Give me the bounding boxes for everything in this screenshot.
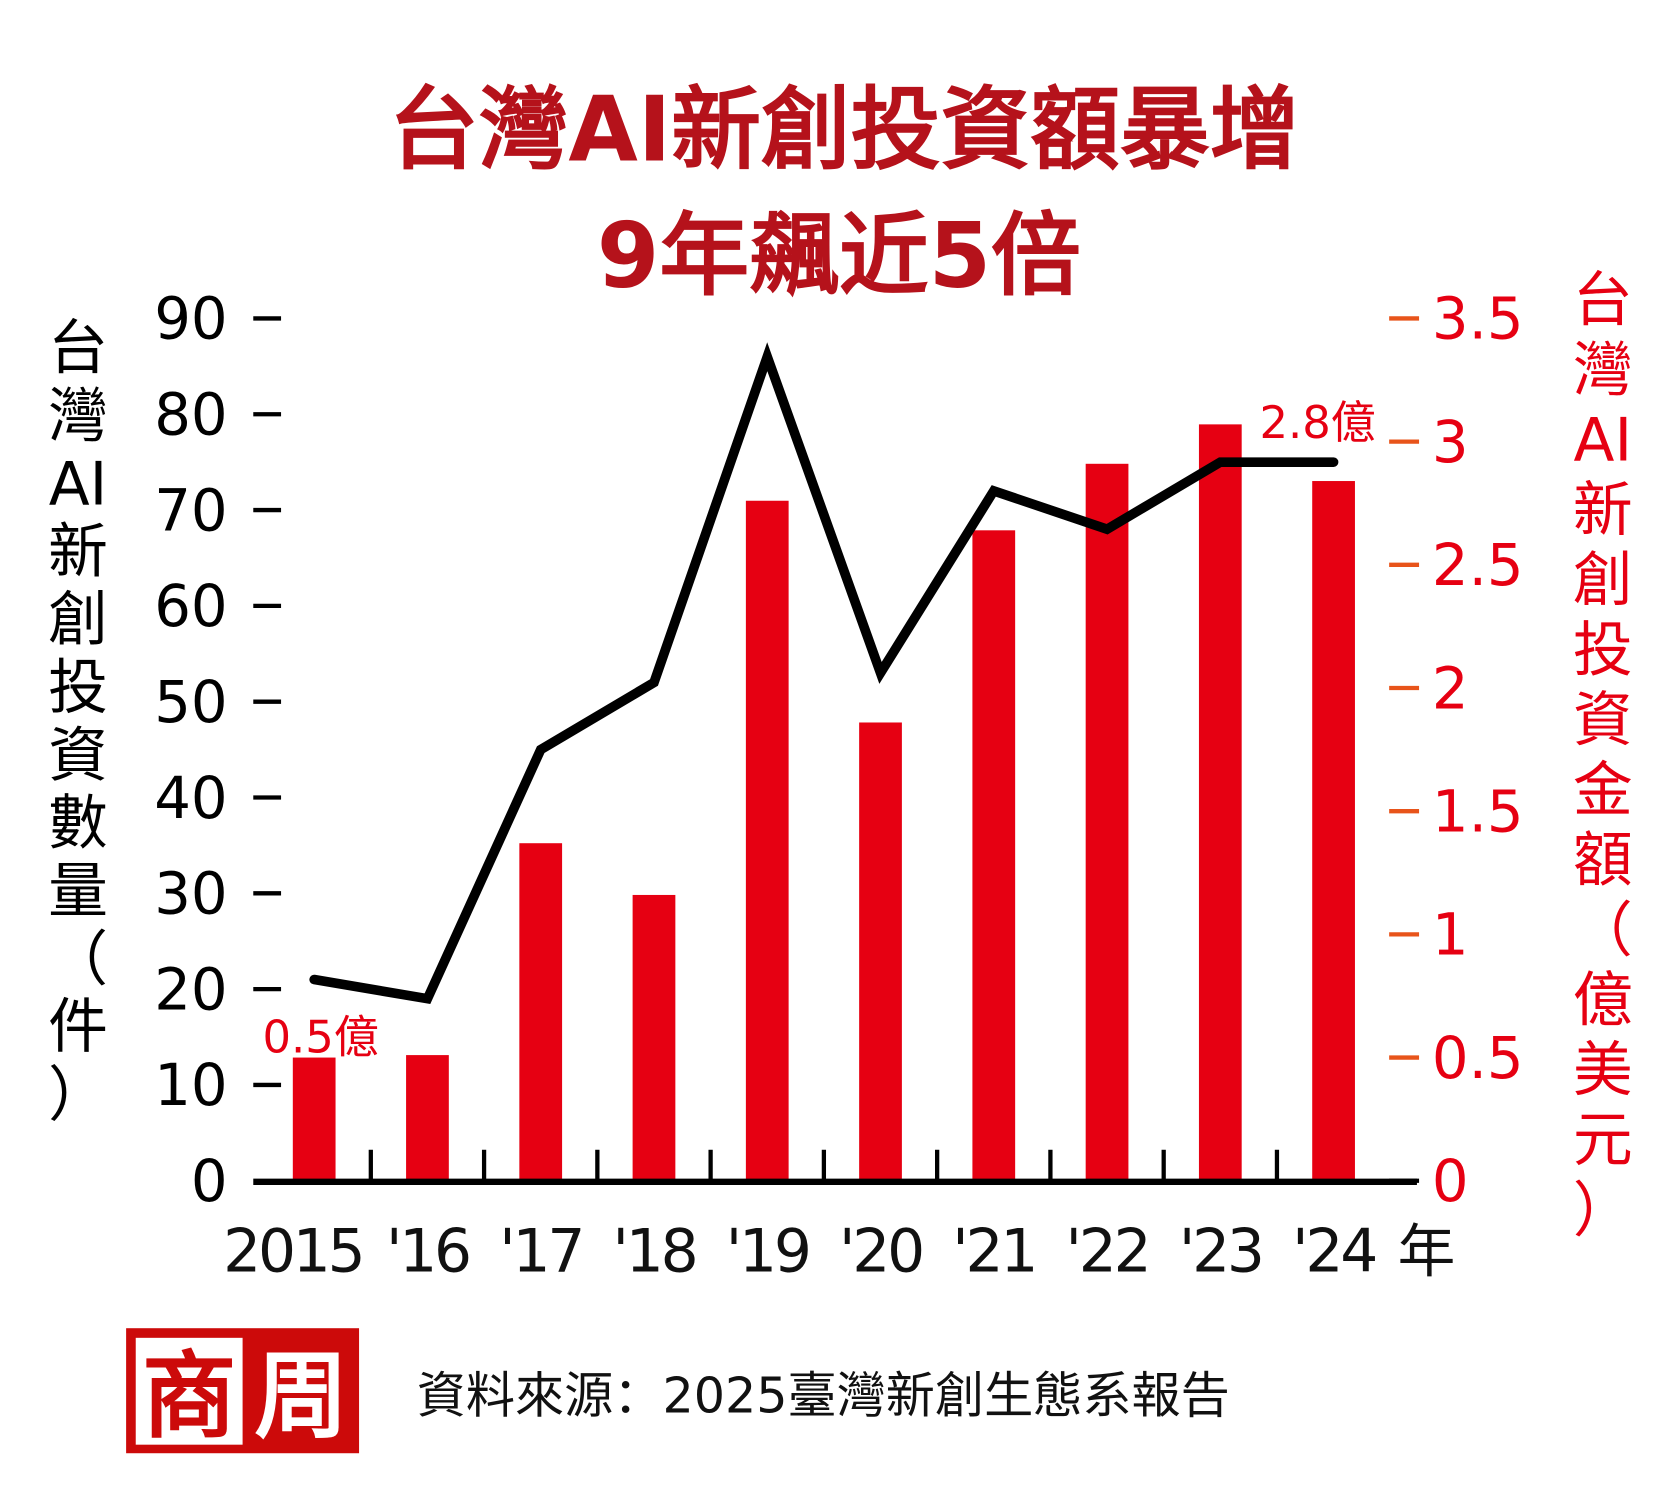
right-axis-title-char: 創	[1573, 546, 1633, 616]
right-axis-title-char: AI	[1574, 406, 1633, 476]
bar-2015	[292, 1057, 336, 1181]
x-tick-label-'19: '19	[726, 1217, 809, 1287]
left-tick-label-30: 30	[154, 860, 227, 928]
svg-text:周: 周	[254, 1343, 348, 1452]
left-tick-label-40: 40	[154, 764, 227, 832]
right-axis-title-char: 灣	[1573, 336, 1633, 406]
right-axis-title-char: 金	[1573, 755, 1633, 825]
left-axis-title-char: 資	[48, 721, 108, 791]
right-axis-title-char: 元	[1573, 1105, 1633, 1175]
left-axis-title-char: AI	[49, 449, 108, 519]
right-axis-title-char: 投	[1573, 616, 1633, 686]
x-tick-label-'18: '18	[612, 1217, 695, 1287]
left-tick-label-50: 50	[154, 668, 227, 736]
right-tick-label-0: 0	[1432, 1147, 1469, 1215]
annotation-2015: 0.5億	[262, 1011, 378, 1064]
right-tick-label-1.5: 1.5	[1432, 777, 1524, 845]
right-axis-title-char: （	[1573, 895, 1633, 965]
right-axis-title-char: 額	[1573, 825, 1633, 895]
bar-'19	[745, 500, 789, 1181]
x-tick-label-'21: '21	[952, 1217, 1035, 1287]
x-tick-label-2015: 2015	[223, 1217, 362, 1287]
bar-'23	[1198, 424, 1242, 1181]
x-tick-label-'17: '17	[499, 1217, 582, 1287]
right-axis-title-char: 新	[1573, 476, 1633, 546]
left-tick-label-20: 20	[154, 955, 227, 1023]
bar-'20	[859, 722, 902, 1181]
line-point-'22	[1105, 528, 1109, 531]
line-point-'17	[539, 748, 542, 751]
left-axis-title-char: 台	[48, 314, 108, 384]
left-axis-title-char: 創	[48, 585, 108, 655]
left-axis-title-char: ）	[48, 1060, 108, 1130]
left-axis-title-char: 數	[48, 789, 108, 859]
x-unit-label: 年	[1398, 1218, 1456, 1286]
bar-'16	[406, 1055, 449, 1181]
left-tick-label-80: 80	[154, 381, 227, 449]
left-axis-title-char: 投	[48, 653, 108, 723]
line-point-'16	[426, 997, 429, 1000]
annotation-'24: 2.8億	[1259, 396, 1375, 449]
title-line-2: 9年飆近5倍	[597, 204, 1081, 308]
svg-text:商: 商	[142, 1343, 236, 1452]
left-tick-label-10: 10	[154, 1051, 227, 1119]
x-tick-label-'22: '22	[1066, 1217, 1149, 1287]
right-tick-label-3: 3	[1432, 408, 1469, 476]
x-tick-label-'24: '24	[1292, 1217, 1375, 1287]
line-point-'19	[766, 355, 769, 358]
left-tick-label-70: 70	[154, 476, 227, 544]
left-axis-title-char: 灣	[48, 382, 108, 452]
left-axis-title-char: （	[48, 924, 108, 994]
left-tick-label-0: 0	[191, 1147, 228, 1215]
left-axis-title-char: 新	[48, 517, 108, 587]
title-line-1: 台灣AI新創投資額暴增	[389, 78, 1300, 182]
right-tick-label-3.5: 3.5	[1432, 285, 1524, 353]
count-line	[309, 342, 1339, 1005]
bar-'17	[519, 843, 563, 1181]
bar-'24	[1312, 481, 1355, 1181]
right-tick-label-2: 2	[1432, 654, 1469, 722]
x-tick-label-'20: '20	[839, 1217, 922, 1287]
line-point-2015	[313, 978, 316, 981]
right-tick-label-1: 1	[1432, 901, 1469, 969]
line-point-'23	[1219, 461, 1222, 464]
right-axis-title-char: 美	[1573, 1035, 1633, 1105]
bar-'22	[1085, 463, 1129, 1181]
x-tick-label-'23: '23	[1179, 1217, 1262, 1287]
left-axis-title-char: 量	[48, 856, 108, 926]
left-tick-label-90: 90	[154, 285, 227, 353]
line-point-'20	[879, 671, 882, 675]
right-axis-title-char: ）	[1573, 1175, 1633, 1245]
source-note: 資料來源：2025臺灣新創生態系報告	[417, 1367, 1230, 1425]
right-tick-label-0.5: 0.5	[1432, 1024, 1524, 1092]
line-point-'24	[1332, 461, 1335, 464]
right-axis-title-char: 資	[1573, 686, 1633, 756]
line-point-'21	[992, 489, 995, 492]
right-tick-label-2.5: 2.5	[1432, 531, 1524, 599]
line-point-'18	[652, 681, 656, 684]
right-axis-title-char: 億	[1573, 965, 1633, 1035]
left-tick-label-60: 60	[154, 572, 227, 640]
bar-'21	[972, 530, 1016, 1181]
right-axis-title-char: 台	[1573, 266, 1633, 336]
bar-'18	[632, 894, 676, 1181]
logo: 商 周	[126, 1328, 360, 1454]
left-axis-title-char: 件	[48, 992, 108, 1062]
x-tick-label-'16: '16	[386, 1217, 469, 1287]
